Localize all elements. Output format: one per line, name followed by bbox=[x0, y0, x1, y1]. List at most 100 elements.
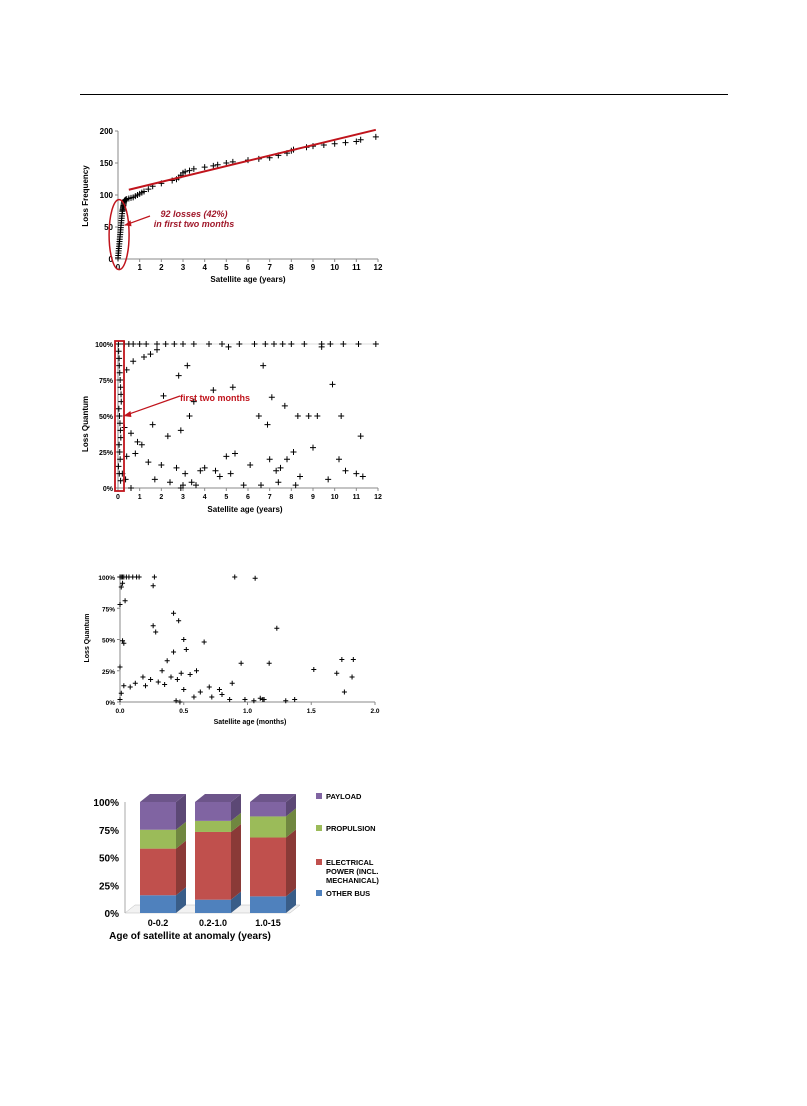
data-point bbox=[227, 697, 233, 702]
data-point bbox=[327, 341, 334, 347]
data-point bbox=[268, 394, 275, 401]
data-point bbox=[212, 467, 219, 474]
data-point bbox=[240, 482, 247, 489]
bar-segment bbox=[250, 816, 286, 838]
x-tick-label: 5 bbox=[224, 263, 229, 272]
data-point bbox=[184, 362, 191, 369]
data-point bbox=[151, 476, 158, 483]
bar-segment bbox=[250, 896, 286, 913]
anomaly-stacked-bar-chart: 0% 25% 50% 75% 100% 0-0.2 0.2-1.0 1.0-15 PAYLOAD… bbox=[80, 775, 400, 942]
data-point bbox=[242, 697, 248, 702]
legend-swatch bbox=[316, 793, 322, 799]
bar-segment bbox=[140, 829, 176, 849]
x-tick-label: 0 bbox=[116, 263, 121, 272]
data-point bbox=[255, 413, 262, 419]
y-tick-label: 150 bbox=[100, 159, 114, 168]
data-point bbox=[188, 479, 195, 486]
data-point bbox=[271, 341, 277, 347]
legend-label: ELECTRICAL bbox=[326, 858, 374, 867]
x-tick-label: 0-0.2 bbox=[148, 918, 169, 928]
data-point bbox=[173, 464, 180, 471]
data-point bbox=[227, 470, 234, 477]
data-point bbox=[117, 456, 124, 463]
data-point bbox=[162, 682, 168, 687]
data-point bbox=[115, 341, 122, 347]
x-tick-label: 11 bbox=[352, 263, 361, 272]
y-tick-label: 25% bbox=[99, 881, 119, 892]
data-point bbox=[219, 341, 225, 347]
data-point bbox=[190, 165, 197, 172]
data-point bbox=[171, 341, 178, 347]
legend-swatch bbox=[316, 890, 322, 896]
data-point bbox=[154, 341, 160, 347]
data-point bbox=[305, 413, 312, 419]
data-point bbox=[178, 670, 184, 676]
data-point bbox=[342, 139, 349, 146]
data-point bbox=[284, 456, 290, 463]
x-axis-label: Age of satellite at anomaly (years) bbox=[109, 931, 271, 942]
data-point bbox=[145, 186, 152, 193]
data-point bbox=[275, 479, 282, 486]
data-point bbox=[175, 372, 182, 379]
data-point bbox=[187, 672, 193, 677]
legend-label: PAYLOAD bbox=[326, 792, 362, 801]
data-point bbox=[206, 341, 212, 347]
data-point bbox=[136, 574, 142, 580]
data-point bbox=[236, 341, 243, 347]
x-tick-label: 2 bbox=[159, 494, 163, 501]
data-point bbox=[186, 167, 193, 174]
data-point bbox=[155, 679, 161, 685]
y-tick-label: 100% bbox=[93, 798, 119, 809]
x-tick-label: 1.0-15 bbox=[255, 918, 281, 928]
data-point bbox=[164, 433, 171, 440]
data-point bbox=[116, 355, 123, 362]
data-point bbox=[331, 140, 338, 147]
y-tick-label: 0% bbox=[105, 909, 120, 920]
data-point bbox=[350, 657, 356, 662]
data-point bbox=[266, 456, 273, 463]
data-point bbox=[197, 467, 204, 474]
first-two-months-ellipse bbox=[108, 198, 130, 271]
y-tick-label: 50% bbox=[99, 854, 119, 865]
bar-segment-side bbox=[176, 794, 186, 830]
data-point bbox=[273, 467, 280, 474]
data-point bbox=[122, 196, 129, 203]
y-tick-label: 25% bbox=[99, 450, 114, 457]
bar-top bbox=[250, 794, 296, 802]
data-point bbox=[294, 413, 301, 419]
bar-segment bbox=[140, 802, 176, 830]
data-point bbox=[238, 660, 244, 666]
bar-segment-side bbox=[231, 823, 241, 900]
data-point bbox=[171, 649, 177, 655]
data-point bbox=[117, 377, 124, 383]
x-tick-label: 10 bbox=[331, 494, 339, 501]
data-point bbox=[193, 482, 199, 489]
data-point bbox=[117, 602, 123, 607]
data-point bbox=[210, 387, 217, 394]
data-point bbox=[177, 699, 183, 705]
data-point bbox=[143, 683, 148, 689]
bar-segment-side bbox=[231, 891, 241, 913]
y-tick-label: 100% bbox=[95, 342, 114, 349]
bar-segment-side bbox=[286, 829, 296, 897]
trend-line bbox=[128, 128, 377, 191]
data-point bbox=[115, 463, 122, 470]
data-point bbox=[258, 482, 264, 489]
bar-segment-side bbox=[176, 821, 186, 849]
data-point bbox=[127, 684, 133, 690]
data-point bbox=[290, 449, 297, 455]
data-point bbox=[177, 427, 184, 434]
data-point bbox=[359, 473, 366, 480]
data-point bbox=[355, 341, 362, 347]
data-point bbox=[341, 689, 347, 695]
data-point bbox=[151, 574, 157, 580]
x-tick-label: 12 bbox=[374, 494, 382, 501]
data-point bbox=[122, 598, 128, 604]
x-tick-label: 5 bbox=[224, 494, 228, 501]
data-point bbox=[118, 584, 124, 590]
x-tick-label: 1.5 bbox=[307, 708, 316, 715]
data-point bbox=[340, 341, 347, 347]
y-tick-label: 100% bbox=[98, 575, 115, 582]
legend-swatch bbox=[316, 825, 322, 831]
